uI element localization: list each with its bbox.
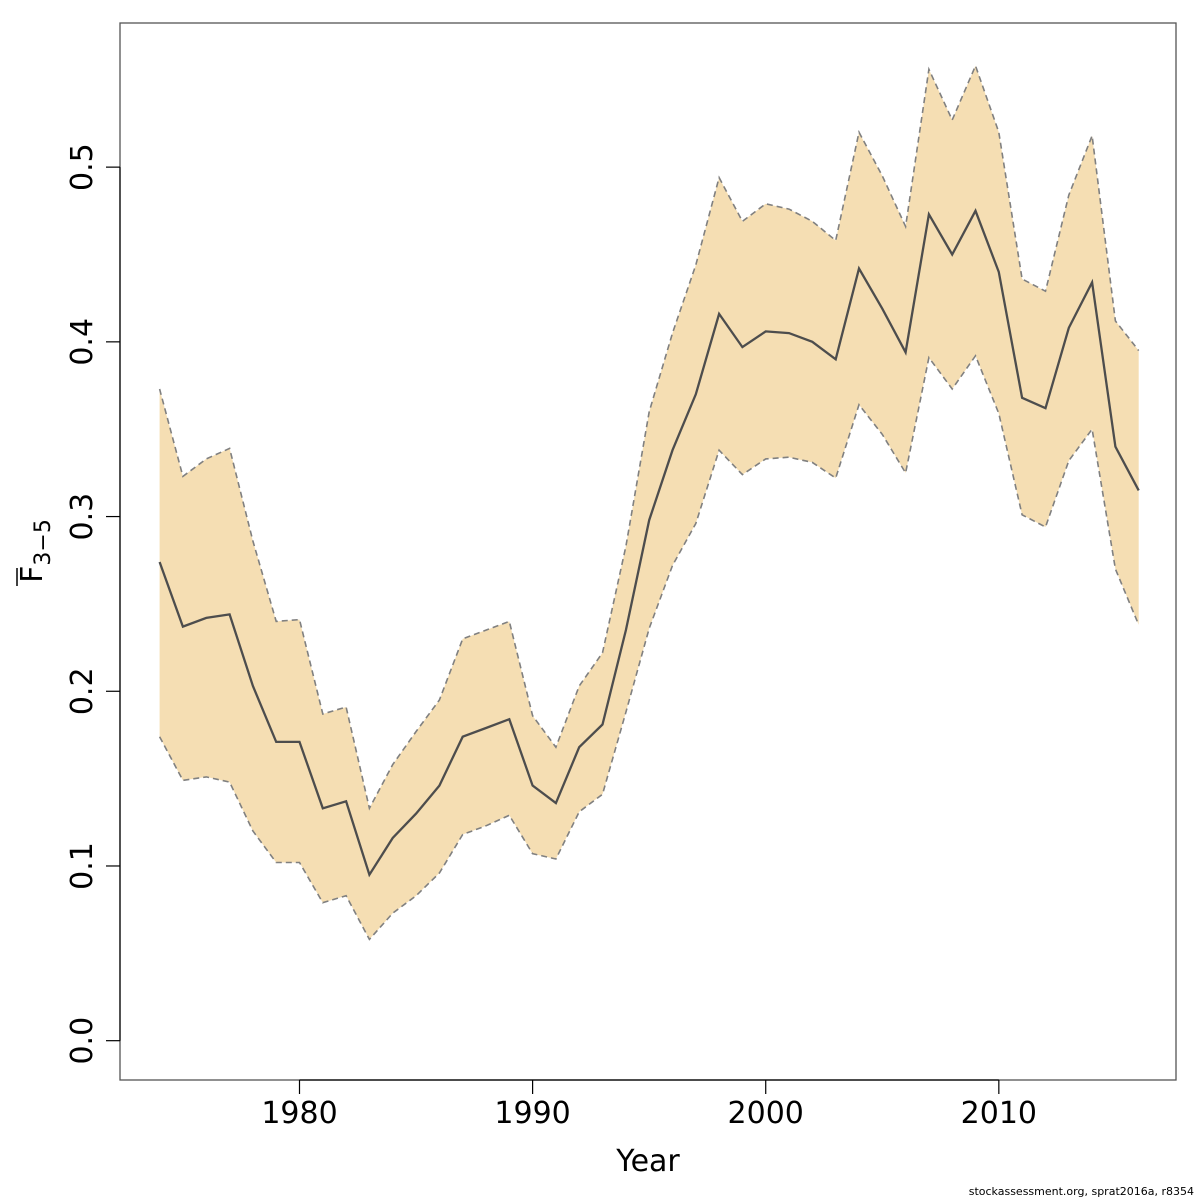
- svg-text:F3−5: F3−5: [15, 519, 56, 583]
- lower-bound-line: [158, 354, 1140, 941]
- series-layer: [158, 63, 1140, 941]
- confidence-band: [159, 65, 1139, 940]
- x-tick-label: 1980: [261, 1096, 337, 1131]
- y-tick-label: 0.4: [65, 318, 100, 366]
- footer-credit: stockassessment.org, sprat2016a, r8354: [968, 1185, 1194, 1198]
- y-axis-title: F3−5: [15, 519, 56, 586]
- x-tick-label: 2000: [728, 1096, 804, 1131]
- y-tick-label: 0.3: [65, 493, 100, 541]
- upper-bound-line: [158, 63, 1140, 811]
- y-tick-label: 0.0: [65, 1017, 100, 1065]
- confidence-band-layer: [159, 65, 1139, 940]
- x-tick-label: 2010: [961, 1096, 1037, 1131]
- y-axis-title-main: F: [15, 566, 50, 583]
- y-tick-label: 0.5: [65, 143, 100, 191]
- x-axis-title: Year: [615, 1144, 680, 1179]
- x-axis: 1980 1990 2000 2010: [261, 1079, 1037, 1131]
- y-axis-title-subscript: 3−5: [31, 519, 56, 565]
- y-tick-label: 0.1: [65, 842, 100, 890]
- y-axis: 0.0 0.1 0.2 0.3 0.4 0.5: [65, 143, 121, 1065]
- x-tick-label: 1990: [494, 1096, 570, 1131]
- y-tick-label: 0.2: [65, 667, 100, 715]
- estimate-line: [158, 208, 1140, 878]
